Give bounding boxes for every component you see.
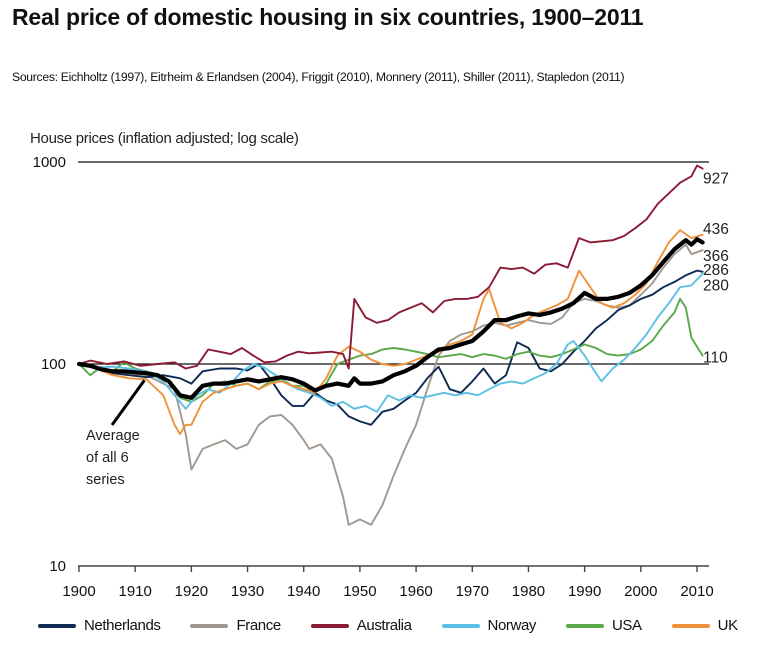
series-line-average-of-all-6-series [76,237,705,400]
legend-label: Norway [487,617,537,634]
x-tick-label: 1900 [62,583,95,600]
x-tick-label: 1920 [175,583,208,600]
legend-label: USA [612,617,642,634]
x-tick-label: 1960 [399,583,432,600]
series-line-netherlands [78,269,704,426]
series-line-norway [78,272,704,413]
legend-label: Australia [356,617,412,634]
legend-item-norway: Norway [441,617,537,634]
y-tick-label: 1000 [33,154,66,171]
x-tick-label: 1950 [343,583,376,600]
end-label-uk: 436 [703,221,729,238]
legend-swatch [38,623,76,628]
end-label-australia: 927 [703,171,729,188]
legend-swatch [190,623,229,628]
legend-swatch [441,623,480,628]
chart-sources: Sources: Eichholtz (1997), Eitrheim & Er… [12,70,625,84]
x-tick-label: 1930 [231,583,264,600]
legend-swatch [566,623,604,628]
legend-label: Netherlands [84,617,161,634]
legend-label: UK [717,617,738,634]
series-line-australia [78,164,704,370]
annotation-text: of all 6 [86,450,129,466]
x-tick-label: 1990 [568,583,601,600]
y-axis-label: House prices (inflation adjusted; log sc… [30,130,299,147]
end-label-norway: 280 [703,278,729,295]
x-tick-label: 1940 [287,583,320,600]
annotation-text: series [86,472,125,488]
x-tick-label: 1980 [512,583,545,600]
series-line-usa [78,297,704,403]
x-tick-label: 1910 [118,583,151,600]
y-tick-label: 100 [41,356,66,373]
legend-item-usa: USA [566,617,642,634]
end-label-france: 366 [703,248,729,265]
legend-swatch [310,623,349,628]
x-tick-label: 2000 [624,583,657,600]
annotation-arrow [110,379,146,426]
legend-item-australia: Australia [310,617,412,634]
legend-item-uk: UK [671,617,738,634]
legend-label: France [236,617,281,634]
legend-item-netherlands: Netherlands [38,617,161,634]
series-line-uk [78,229,704,436]
chart-legend: Netherlands France Australia Norway USA UK [38,617,759,634]
chart-title: Real price of domestic housing in six co… [12,4,644,30]
end-label-netherlands: 286 [703,262,729,279]
x-tick-label: 1970 [456,583,489,600]
y-tick-label: 10 [49,558,66,575]
end-label-usa: 110 [703,350,728,367]
legend-swatch [671,623,710,628]
legend-item-france: France [190,617,281,634]
x-tick-label: 2010 [680,583,713,600]
annotation-text: Average [86,428,140,444]
